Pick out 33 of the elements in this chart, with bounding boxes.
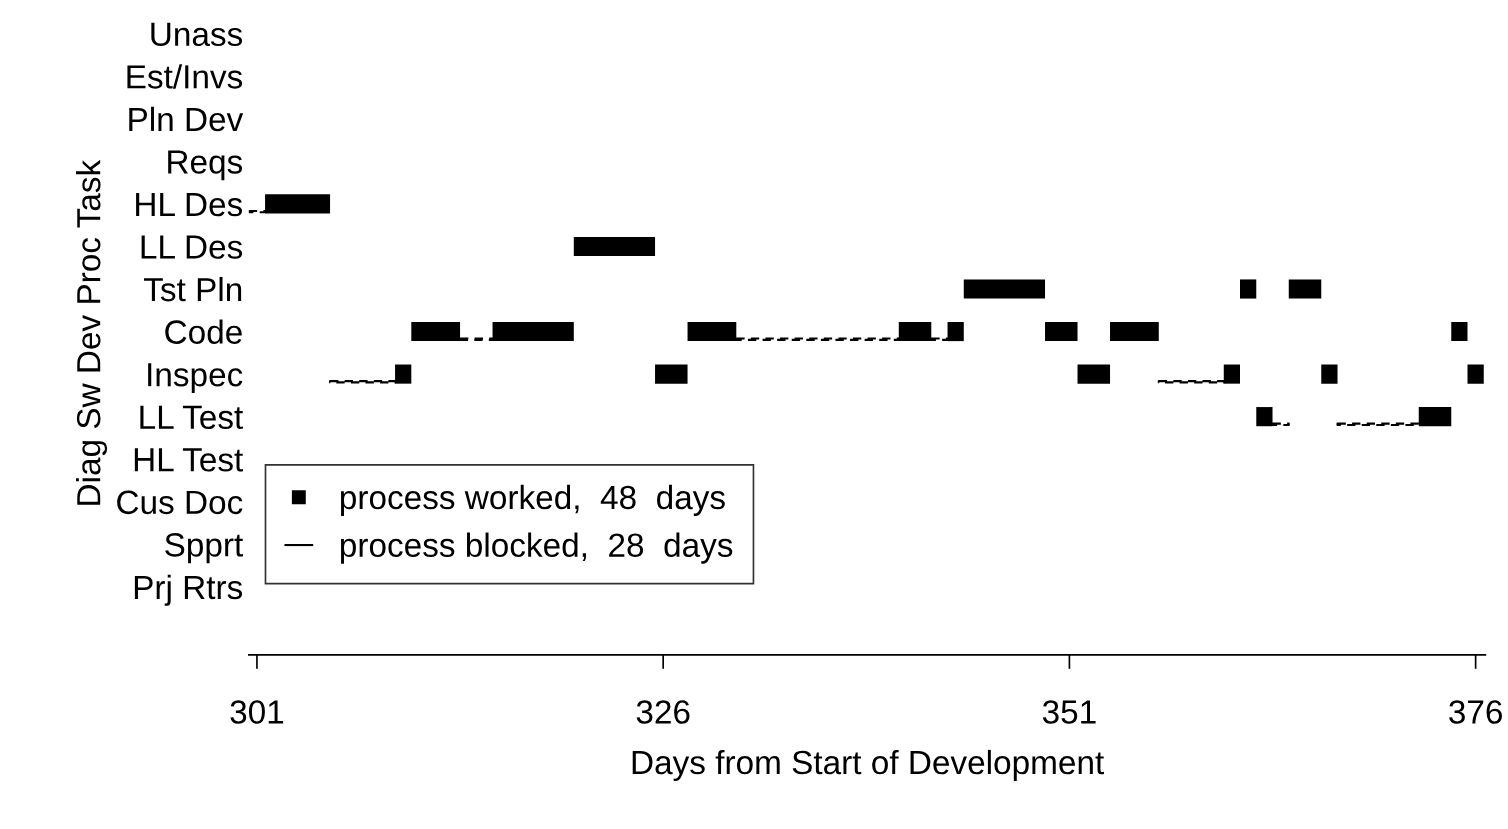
y-tick-label: Spprt (165, 533, 244, 564)
bar (963, 279, 1046, 299)
x-tick-label: 351 (1042, 700, 1096, 724)
bar (1077, 364, 1111, 384)
bar (1451, 321, 1468, 342)
bar (1321, 364, 1338, 384)
bar (1110, 321, 1159, 342)
x-axis-title: Days from Start of Development (632, 749, 1104, 781)
y-tick-label: Est/Invs (127, 64, 243, 89)
y-tick-label: Inspec (148, 363, 243, 394)
x-tick-label: 326 (636, 700, 690, 724)
bar (1240, 279, 1257, 299)
y-tick-label: HL Test (134, 448, 244, 472)
legend-label: process blocked, 28 days (340, 532, 733, 564)
y-tick-label: Unass (151, 22, 243, 47)
x-tick-label: 301 (230, 700, 284, 724)
bar (1045, 321, 1078, 342)
y-tick-label: HL Des (136, 193, 243, 217)
bar (655, 364, 688, 384)
legend-label: process worked, 48 days (340, 484, 725, 516)
y-tick-label: Cus Doc (117, 490, 243, 515)
y-axis-title: Diag Sw Dev Proc Task (76, 159, 108, 505)
x-tick-label: 376 (1449, 700, 1502, 724)
y-tick-label: Prj Rtrs (134, 574, 243, 606)
y-tick-label: LL Des (141, 235, 243, 259)
y-tick-label: Tst Pln (144, 276, 242, 302)
y-tick-label: Pln Dev (129, 106, 244, 132)
y-tick-label: Code (165, 319, 242, 344)
y-tick-label: LL Test (140, 405, 244, 430)
y-tick-label: Reqs (168, 150, 243, 181)
bar (1467, 364, 1484, 384)
bar (573, 236, 656, 257)
bar (1288, 279, 1322, 299)
